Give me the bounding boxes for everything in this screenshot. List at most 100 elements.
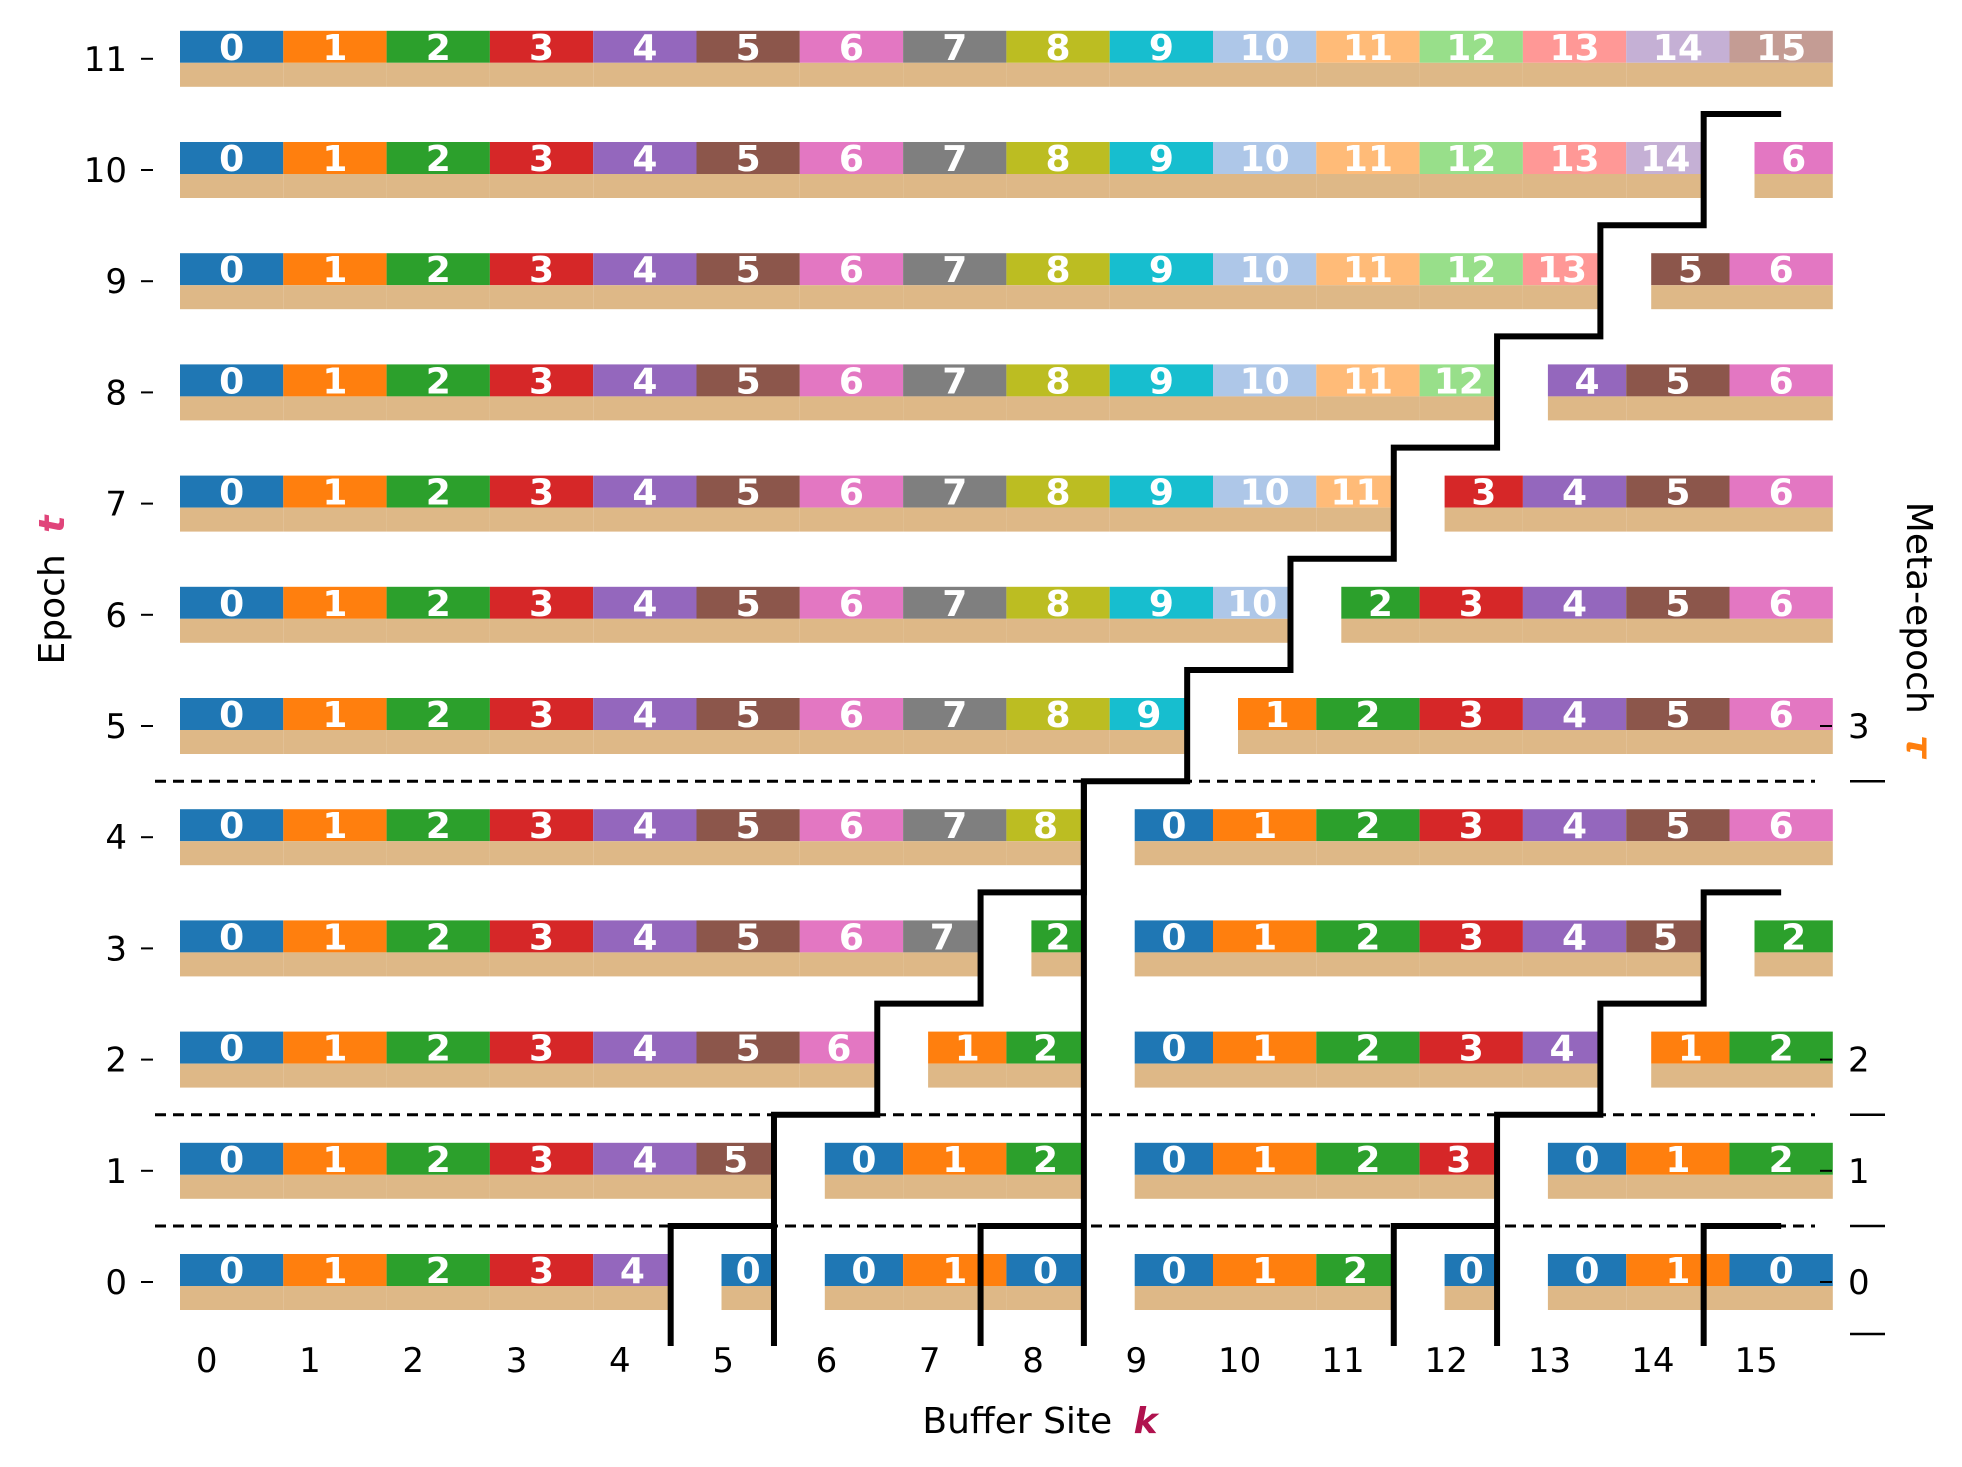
cell-color [1006, 698, 1110, 730]
cell-label: 0 [219, 1251, 244, 1292]
cell-color [1522, 586, 1627, 619]
x-axis-title: Buffer Site k [922, 1401, 1159, 1442]
buffer-cell: 1 [283, 917, 387, 977]
x-tick-label: 3 [506, 1341, 528, 1381]
y-tick-label: 8 [105, 373, 127, 413]
x-tick-label: 13 [1528, 1341, 1571, 1381]
cell-label: 3 [529, 584, 554, 625]
x-tick: 6 [816, 1341, 838, 1381]
buffer-cell: 3 [1419, 584, 1523, 643]
cell-base [1754, 952, 1833, 977]
x-tick-label: 7 [919, 1341, 941, 1381]
cell-color [1213, 809, 1317, 842]
epoch-row: 0 1 2 3 4 0 0 1 0 0 1 2 0 0 1 0 [180, 1251, 1833, 1310]
cell-color [180, 586, 284, 619]
cell-base [593, 1286, 672, 1310]
x-tick-label: 4 [609, 1341, 631, 1381]
cell-color [696, 698, 800, 730]
cell-label: 2 [1355, 1029, 1380, 1070]
cell-label: 0 [219, 584, 244, 625]
epoch-row: 0 1 2 3 4 5 0 1 2 0 1 2 3 0 1 2 [180, 1140, 1833, 1199]
cell-color [386, 364, 490, 397]
cell-base [696, 730, 800, 754]
cell-label: 2 [426, 1029, 451, 1070]
cell-color [1729, 364, 1833, 397]
boundary-lines [155, 111, 1815, 1346]
cell-base [1006, 1286, 1085, 1310]
cell-color [1213, 1031, 1317, 1064]
cell-label: 6 [1769, 250, 1794, 291]
buffer-cell: 6 [799, 806, 904, 866]
cell-label: 2 [426, 139, 451, 180]
cell-base [1626, 396, 1730, 421]
cell-color [1729, 253, 1833, 286]
cell-label: 4 [632, 361, 657, 402]
buffer-cell: 0 [180, 695, 284, 754]
buffer-cell: 6 [799, 917, 904, 977]
cell-color [489, 920, 594, 953]
buffer-cell: 8 [1006, 806, 1085, 866]
cell-label: 5 [736, 473, 761, 514]
buffer-cell: 2 [1341, 584, 1420, 643]
buffer-cell: 0 [180, 1140, 284, 1199]
buffer-cell: 5 [696, 28, 800, 87]
buffer-cell: 7 [903, 473, 1007, 532]
buffer-cell: 6 [1729, 806, 1833, 866]
cell-color [1316, 698, 1420, 730]
cell-label: 4 [1575, 361, 1600, 402]
buffer-cell: 2 [1729, 1140, 1833, 1199]
x-tick-label: 6 [816, 1341, 838, 1381]
cell-base [1316, 1174, 1420, 1199]
cell-base [489, 952, 594, 977]
cell-base [1213, 1063, 1317, 1088]
cell-label: 6 [839, 139, 864, 180]
cell-label: 1 [322, 250, 347, 291]
cell-color [180, 1254, 284, 1286]
x-tick-label: 11 [1321, 1341, 1364, 1381]
cell-label: 1 [942, 1140, 967, 1181]
buffer-cell: 4 [1547, 361, 1627, 421]
cell-color [489, 1031, 594, 1064]
cell-color [593, 142, 697, 174]
cell-label: 0 [1033, 1251, 1058, 1292]
cell-base [1729, 1286, 1833, 1310]
meta-epoch-tick-label: 1 [1848, 1152, 1870, 1192]
buffer-cell: 4 [1522, 584, 1627, 643]
cell-color [1419, 142, 1523, 174]
cell-color [1626, 920, 1705, 953]
cell-label: 2 [426, 917, 451, 958]
cell-label: 2 [426, 695, 451, 736]
y-tick-label: 10 [84, 151, 127, 191]
cell-label: 4 [632, 917, 657, 958]
cell-color [903, 364, 1007, 397]
cell-base [903, 174, 1007, 198]
buffer-cell: 0 [1444, 1251, 1498, 1310]
meta-epoch-tick: 2 [1820, 1041, 1870, 1081]
buffer-cell: 1 [283, 1140, 387, 1199]
buffer-cell: 3 [489, 28, 594, 87]
cell-label: 2 [426, 28, 451, 69]
buffer-cell: 0 [180, 1029, 284, 1088]
buffer-cell: 2 [1754, 917, 1833, 977]
cell-base [1006, 618, 1110, 643]
cell-base [1109, 730, 1188, 754]
cell-color [489, 1254, 594, 1286]
cell-label: 2 [1781, 917, 1806, 958]
cell-color [1213, 475, 1317, 508]
cell-label: 5 [736, 917, 761, 958]
cell-label: 3 [1459, 695, 1484, 736]
cell-base [386, 396, 490, 421]
cell-color [593, 1142, 697, 1175]
buffer-cell: 4 [1522, 806, 1627, 866]
cell-color [1754, 142, 1833, 174]
y-tick-label: 11 [84, 40, 127, 80]
y-tick: 8 [105, 373, 153, 413]
cell-base [903, 1174, 1007, 1199]
y-tick: 4 [105, 818, 153, 858]
cell-base [283, 396, 387, 421]
cell-color [1316, 30, 1420, 63]
cell-base [1729, 62, 1833, 87]
cell-base [1238, 730, 1317, 754]
cell-label: 12 [1446, 28, 1496, 69]
cell-color [1419, 1142, 1498, 1175]
